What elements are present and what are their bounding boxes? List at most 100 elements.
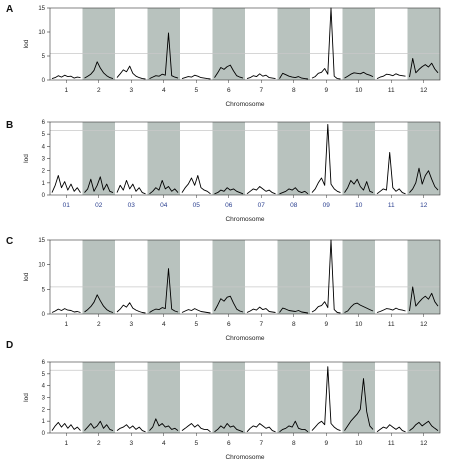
chromosome-label: 07 [258,202,266,209]
lod-curve-chr-8 [279,307,309,314]
lod-curve-chr-9 [311,239,341,314]
plot-frame [49,7,441,81]
chromosome-label: 1 [64,321,68,328]
chromosome-band-6 [212,8,245,80]
lod-curve-chr-3 [116,302,146,314]
chromosome-band-8 [277,362,310,433]
y-tick-label: 5 [42,287,46,293]
chromosome-label: 9 [324,87,328,94]
chromosome-label: 6 [227,321,231,328]
lod-curve-chr-06 [214,187,244,195]
lod-curve-chr-7 [246,306,276,313]
chromosome-band-10 [342,362,375,433]
chromosome-label: 9 [324,321,328,328]
y-tick-label: 15 [38,6,45,12]
lod-curve-chr-2 [84,420,114,432]
lod-curve-chr-12 [409,167,439,193]
chromosome-band-10 [342,240,375,314]
chromosome-band-2 [82,8,115,80]
chromosome-label: 3 [129,321,133,328]
lod-curve-chr-01 [51,175,81,193]
chromosome-band-12 [407,362,440,433]
chromosome-label: 7 [259,87,263,94]
y-tick-label: 1 [42,181,46,187]
chromosome-label: 12 [420,440,428,447]
lod-curve-chr-3 [116,65,146,80]
chromosome-label: 2 [97,440,101,447]
panel-letter: A [6,4,13,15]
lod-curve-chr-5 [181,423,211,433]
y-tick-label: 0 [42,312,46,318]
lod-curve-chr-3 [116,424,146,433]
x-axis-title: Chromosome [225,454,264,461]
lod-curve-chr-09 [311,123,341,194]
chromosome-label: 11 [388,321,395,328]
lod-curve-chr-6 [214,295,244,313]
chromosome-label: 8 [292,87,296,94]
chromosome-band-4 [147,8,180,80]
x-axis-title: Chromosome [225,335,264,342]
chromosome-label: 3 [129,87,133,94]
chromosome-label: 11 [388,440,395,447]
lod-curve-chr-9 [311,366,341,432]
y-axis-title: lod [23,39,30,48]
y-axis-title: lod [23,272,30,281]
chromosome-band-6 [212,362,245,433]
chromosome-label: 5 [194,440,198,447]
y-axis-title: lod [23,393,30,402]
chromosome-label: 2 [97,87,101,94]
lod-curve-chr-4 [149,268,179,313]
chromosome-label: 05 [193,202,201,209]
chromosome-label: 4 [162,87,166,94]
chromosome-label: 6 [227,87,231,94]
chromosome-label: 09 [323,202,331,209]
y-tick-label: 0 [42,193,46,199]
panel-letter: D [6,340,13,351]
chromosome-label: 10 [355,202,363,209]
lod-curve-chr-5 [181,74,211,80]
chromosome-label: 12 [420,202,428,209]
y-tick-label: 4 [42,144,46,150]
chromosome-label: 3 [129,440,133,447]
lod-curve-chr-7 [246,73,276,80]
y-tick-label: 5 [42,54,46,60]
lod-curve-chr-11 [376,151,406,195]
panel-letter: B [6,120,13,131]
y-tick-label: 6 [42,360,46,366]
lod-curve-chr-6 [214,423,244,433]
chromosome-label: 6 [227,440,231,447]
lod-curve-chr-02 [84,176,114,194]
chromosome-label: 1 [64,87,68,94]
y-tick-label: 3 [42,157,46,163]
lod-curve-chr-10 [344,71,374,79]
plot-frame [49,239,441,315]
lod-curve-chr-2 [84,294,114,313]
lod-curve-chr-10 [344,378,374,431]
chromosome-label: 1 [64,440,68,447]
lod-curve-chr-1 [51,308,81,313]
lod-curve-chr-5 [181,308,211,314]
chromosome-label: 4 [162,321,166,328]
lod-curve-chr-11 [376,424,406,433]
lod-curve-chr-12 [409,57,439,78]
chromosome-label: 03 [128,202,136,209]
chromosome-label: 10 [355,440,363,447]
lod-curve-chr-7 [246,423,276,433]
lod-curve-chr-2 [84,61,114,80]
lod-curve-chr-1 [51,421,81,431]
chromosome-band-2 [82,362,115,433]
y-tick-label: 10 [38,263,45,269]
chromosome-band-06 [212,122,245,195]
chromosome-label: 06 [225,202,233,209]
chromosome-label: 7 [259,321,263,328]
lod-curve-chr-10 [344,178,374,194]
chromosome-band-8 [277,240,310,314]
y-tick-label: 0 [42,431,46,437]
x-axis-title: Chromosome [225,101,264,108]
lod-curve-chr-10 [344,302,374,313]
lod-curve-chr-08 [279,187,309,195]
chromosome-label: 11 [388,202,395,209]
